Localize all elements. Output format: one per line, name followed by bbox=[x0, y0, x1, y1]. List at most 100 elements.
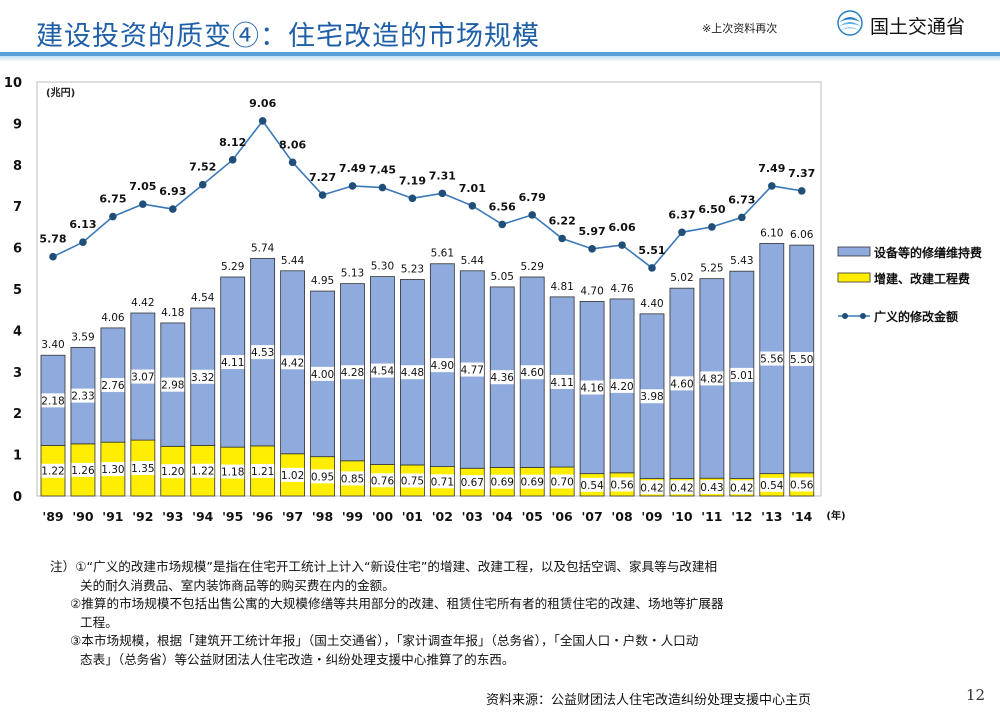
x-tick-label: '14 bbox=[791, 509, 813, 524]
label-plate bbox=[71, 462, 95, 477]
line-point bbox=[408, 194, 417, 203]
line-point bbox=[558, 234, 566, 243]
label-plate bbox=[430, 474, 454, 489]
x-tick-label: '92 bbox=[132, 509, 153, 524]
total-value-label: 4.95 bbox=[311, 275, 334, 287]
maintenance-value-label: 4.11 bbox=[221, 357, 244, 369]
maintenance-value-label: 4.90 bbox=[431, 360, 454, 372]
label-plate bbox=[251, 463, 275, 478]
total-value-label: 4.18 bbox=[161, 307, 184, 319]
y-tick-label: 1 bbox=[13, 449, 22, 464]
maintenance-value-label: 2.18 bbox=[41, 395, 64, 407]
extension-value-label: 0.75 bbox=[401, 475, 424, 487]
extension-value-label: 1.26 bbox=[71, 465, 95, 477]
x-tick-label: '97 bbox=[282, 509, 303, 524]
maintenance-value-label: 4.82 bbox=[700, 373, 723, 385]
footnotes: 注）①“广义的改建市场规模”是指在住宅开工统计上计入“新设住宅”的增建、改建工程… bbox=[50, 558, 920, 669]
extension-value-label: 0.42 bbox=[640, 482, 663, 494]
line-value-label: 7.45 bbox=[369, 164, 396, 177]
maintenance-value-label: 4.60 bbox=[670, 378, 693, 390]
line-point bbox=[49, 252, 57, 261]
line-point bbox=[79, 238, 87, 247]
maintenance-value-label: 4.16 bbox=[580, 383, 604, 395]
total-value-label: 4.70 bbox=[580, 285, 603, 297]
maintenance-value-label: 4.60 bbox=[521, 367, 544, 379]
label-plate bbox=[520, 474, 544, 489]
x-tick-label: '11 bbox=[701, 509, 722, 524]
label-plate bbox=[281, 355, 305, 370]
label-plate bbox=[430, 358, 454, 373]
total-value-label: 5.30 bbox=[371, 261, 394, 273]
total-value-label: 4.42 bbox=[131, 297, 154, 309]
total-value-label: 3.40 bbox=[41, 339, 64, 351]
line-value-label: 6.37 bbox=[668, 208, 695, 221]
line-value-label: 7.01 bbox=[459, 182, 486, 195]
y-tick-label: 8 bbox=[13, 159, 22, 174]
label-plate bbox=[460, 362, 484, 377]
label-plate bbox=[311, 469, 335, 484]
label-plate bbox=[700, 480, 724, 495]
line-point bbox=[768, 182, 776, 190]
x-tick-label: '10 bbox=[671, 509, 693, 524]
maintenance-value-label: 4.77 bbox=[461, 365, 484, 377]
x-tick-label: '95 bbox=[222, 509, 243, 524]
footnote-2-cont: 工程。 bbox=[80, 614, 118, 630]
x-tick-label: '08 bbox=[611, 509, 632, 524]
x-tick-label: '89 bbox=[42, 509, 63, 524]
x-tick-label: '09 bbox=[641, 509, 662, 524]
y-tick-label: 10 bbox=[4, 76, 22, 91]
maintenance-value-label: 2.33 bbox=[71, 391, 94, 403]
line-point bbox=[169, 205, 177, 213]
total-value-label: 5.02 bbox=[670, 272, 693, 284]
line-value-label: 7.31 bbox=[429, 169, 456, 182]
x-tick-label: '02 bbox=[432, 509, 453, 524]
line-broad-renovation bbox=[52, 119, 802, 269]
extension-value-label: 0.69 bbox=[491, 477, 514, 489]
extension-value-label: 1.22 bbox=[41, 466, 64, 478]
label-plate bbox=[400, 365, 424, 380]
legend-label: 设备等的修缮维持费 bbox=[874, 245, 982, 260]
total-value-label: 5.25 bbox=[700, 263, 723, 275]
label-plate bbox=[730, 367, 754, 382]
legend-swatch bbox=[837, 246, 871, 257]
extension-value-label: 0.54 bbox=[580, 480, 604, 492]
label-plate bbox=[341, 365, 364, 380]
footnote-1-cont: 关的耐久消费品、室内装饰商品等的购买费在内的金额。 bbox=[80, 577, 395, 593]
legend-label: 增建、改建工程费 bbox=[874, 271, 970, 286]
label-plate bbox=[580, 477, 604, 492]
total-value-label: 3.59 bbox=[71, 331, 94, 343]
maintenance-value-label: 4.48 bbox=[401, 367, 424, 379]
label-plate bbox=[550, 374, 574, 389]
line-value-label: 7.05 bbox=[129, 180, 156, 193]
line-value-label: 6.22 bbox=[549, 214, 576, 227]
label-plate bbox=[161, 464, 185, 479]
mlit-logo-icon bbox=[837, 10, 863, 36]
x-tick-label: '96 bbox=[252, 509, 274, 524]
line-value-label: 6.75 bbox=[99, 193, 126, 206]
x-tick-label: '04 bbox=[492, 509, 514, 524]
maintenance-value-label: 5.50 bbox=[790, 354, 813, 366]
y-axis: 0 1 2 3 4 5 6 7 8 9 10 (兆円) bbox=[4, 76, 75, 505]
maintenance-value-label: 2.98 bbox=[161, 380, 184, 392]
y-tick-label: 5 bbox=[13, 283, 22, 298]
label-plate bbox=[191, 369, 215, 384]
label-plate bbox=[610, 378, 634, 393]
line-point bbox=[438, 189, 447, 198]
line-value-label: 6.93 bbox=[159, 185, 186, 198]
label-plate bbox=[640, 389, 664, 404]
label-plate bbox=[251, 345, 275, 360]
line-point bbox=[468, 201, 477, 210]
maintenance-value-label: 3.32 bbox=[191, 372, 214, 384]
line-point bbox=[678, 228, 686, 237]
line-point bbox=[498, 220, 507, 229]
label-plate bbox=[460, 475, 484, 490]
line-value-label: 6.13 bbox=[69, 218, 96, 231]
total-value-label: 4.40 bbox=[640, 298, 663, 310]
line-point bbox=[708, 223, 716, 231]
legend-point bbox=[860, 313, 866, 319]
line-point bbox=[588, 245, 596, 253]
y-tick-label: 9 bbox=[13, 117, 22, 132]
label-plate bbox=[520, 365, 544, 380]
line-value-label: 6.50 bbox=[698, 203, 725, 216]
